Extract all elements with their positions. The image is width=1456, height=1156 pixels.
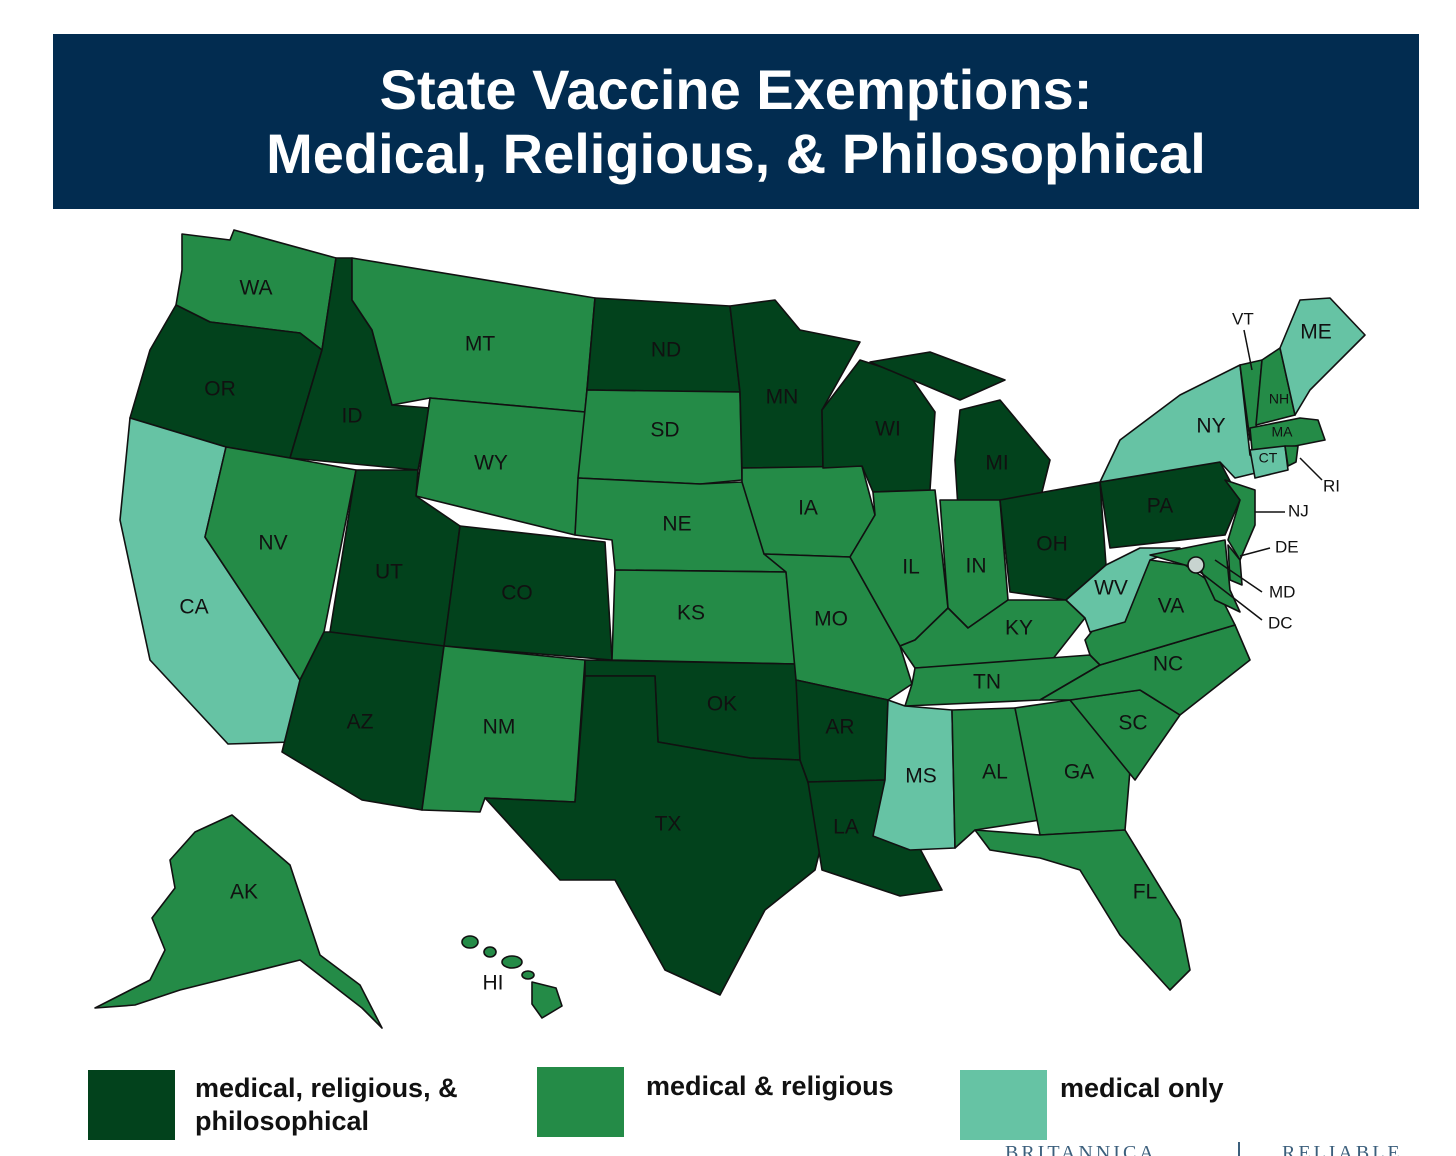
label-TN: TN	[973, 671, 1001, 694]
label-CA: CA	[179, 596, 208, 619]
label-MS: MS	[905, 765, 937, 788]
label-FL: FL	[1133, 881, 1158, 904]
label-NV: NV	[258, 532, 287, 555]
label-LA: LA	[833, 816, 859, 839]
label-ND: ND	[651, 339, 681, 362]
label-IN: IN	[966, 555, 987, 578]
state-CT[interactable]	[1249, 445, 1289, 479]
label-CT: CT	[1259, 450, 1278, 466]
legend-label-0-line1: medical, religious, &	[195, 1073, 458, 1103]
label-WV: WV	[1094, 577, 1128, 600]
legend-label-0-line2: philosophical	[195, 1106, 370, 1136]
label-OH: OH	[1036, 533, 1068, 556]
title-banner: State Vaccine Exemptions: Medical, Relig…	[53, 34, 1419, 209]
label-MO: MO	[814, 608, 848, 631]
state-SD[interactable]	[577, 389, 743, 485]
label-AK: AK	[230, 881, 258, 904]
label-NH: NH	[1269, 391, 1289, 407]
label-IL: IL	[902, 556, 920, 579]
legend-label-0: medical, religious, & philosophical	[195, 1072, 458, 1138]
label-MI: MI	[985, 452, 1008, 475]
title-line-1: State Vaccine Exemptions:	[379, 57, 1093, 121]
label-WY: WY	[474, 452, 508, 475]
label-MD: MD	[1269, 582, 1295, 601]
label-OR: OR	[204, 378, 236, 401]
state-ME[interactable]	[1279, 297, 1366, 416]
label-MA: MA	[1272, 424, 1294, 440]
label-ME: ME	[1300, 321, 1332, 344]
label-MN: MN	[766, 386, 799, 409]
label-IA: IA	[798, 497, 818, 520]
label-NY: NY	[1196, 415, 1225, 438]
legend-swatch-2	[960, 1070, 1047, 1140]
label-TX: TX	[655, 813, 682, 836]
label-KS: KS	[677, 602, 705, 625]
label-MT: MT	[465, 333, 495, 356]
brand-right: RELIABLE	[1282, 1142, 1403, 1156]
brand-left: BRITANNICA	[1005, 1142, 1157, 1156]
brand-divider	[1238, 1142, 1240, 1156]
footer-brand: BRITANNICA RELIABLE	[1000, 1142, 1420, 1156]
label-AZ: AZ	[347, 711, 374, 734]
state-AL[interactable]	[951, 707, 1041, 849]
state-KY[interactable]	[899, 599, 1086, 669]
state-DC[interactable]	[1187, 556, 1205, 574]
label-PA: PA	[1147, 495, 1173, 518]
label-KY: KY	[1005, 617, 1033, 640]
label-NE: NE	[662, 513, 691, 536]
state-DE[interactable]	[1227, 544, 1243, 586]
state-HI[interactable]	[461, 935, 563, 1019]
label-DE: DE	[1275, 537, 1299, 556]
label-CO: CO	[501, 582, 533, 605]
label-DC: DC	[1268, 613, 1293, 632]
label-UT: UT	[375, 561, 403, 584]
state-FL[interactable]	[974, 829, 1191, 991]
label-AL: AL	[982, 761, 1008, 784]
label-ID: ID	[342, 405, 363, 428]
label-NJ: NJ	[1288, 501, 1309, 520]
legend-label-1: medical & religious	[646, 1071, 894, 1101]
leader-lines	[1199, 329, 1323, 621]
label-VT: VT	[1232, 309, 1254, 328]
state-TX[interactable]	[484, 675, 826, 996]
label-OK: OK	[707, 693, 737, 716]
label-WI: WI	[875, 418, 901, 441]
legend-swatch-1	[537, 1067, 624, 1137]
label-NM: NM	[483, 716, 516, 739]
label-SC: SC	[1118, 712, 1147, 735]
label-RI: RI	[1323, 476, 1340, 495]
label-GA: GA	[1064, 761, 1094, 784]
state-labels: WA OR CA ID NV MT WY UT CO AZ NM ND SD N…	[179, 277, 1340, 995]
label-NC: NC	[1153, 653, 1183, 676]
label-VA: VA	[1158, 595, 1184, 618]
state-AK[interactable]	[94, 814, 383, 1029]
legend-swatch-0	[88, 1070, 175, 1140]
label-SD: SD	[650, 419, 679, 442]
legend-label-2: medical only	[1060, 1073, 1224, 1103]
label-AR: AR	[825, 716, 854, 739]
state-GA[interactable]	[1014, 699, 1131, 836]
title-line-2: Medical, Religious, & Philosophical	[266, 121, 1206, 185]
label-HI: HI	[483, 972, 504, 995]
state-WV[interactable]	[1065, 547, 1181, 633]
label-WA: WA	[239, 277, 272, 300]
state-RI[interactable]	[1284, 445, 1299, 467]
